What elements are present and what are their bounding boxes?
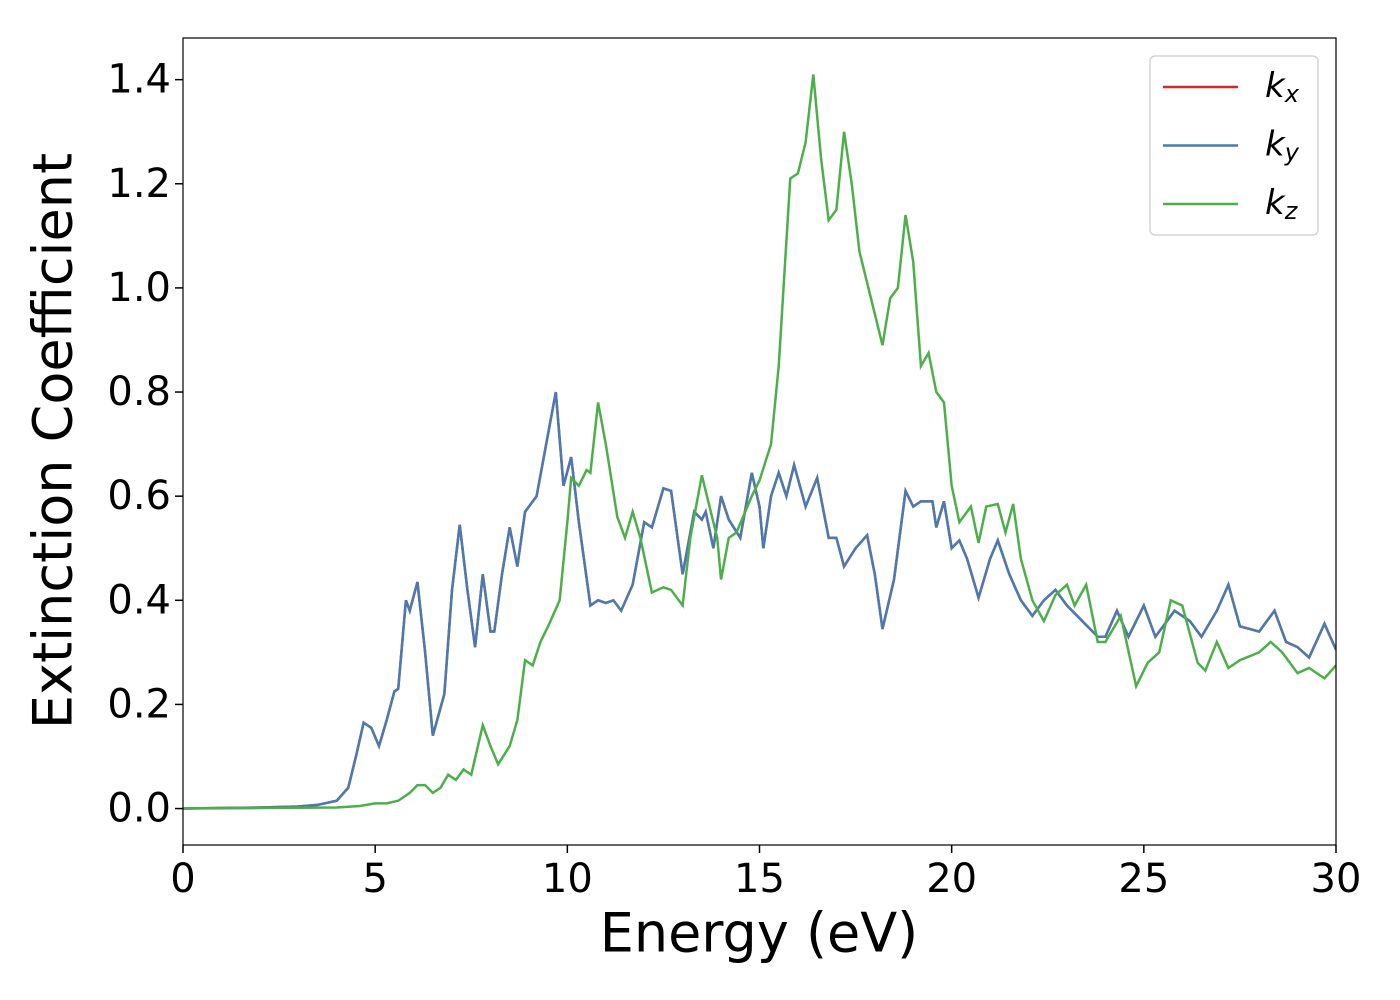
y-tick-label: 0.6: [107, 473, 171, 519]
plot-frame: [182, 37, 1337, 846]
x-tick-label: 5: [362, 856, 387, 902]
x-tick-label: 25: [1118, 856, 1169, 902]
x-tick-label: 30: [1311, 856, 1362, 902]
line: [183, 391, 1336, 810]
y-tick-label: 0.8: [107, 369, 171, 415]
line: [183, 74, 1336, 810]
y-tick-label: 1.2: [107, 161, 171, 207]
x-axis-label: Energy (eV): [600, 902, 919, 965]
legend-label: ky: [1265, 124, 1300, 167]
y-axis-label: Extinction Coefficient: [22, 153, 85, 729]
y-tick-label: 1.4: [107, 57, 171, 103]
line: [183, 391, 1336, 810]
y-tick-label: 0.0: [107, 786, 171, 832]
legend-label: kz: [1265, 183, 1299, 226]
x-tick-label: 15: [734, 856, 785, 902]
legend-label: kx: [1265, 66, 1300, 109]
x-tick-label: 10: [542, 856, 593, 902]
y-tick-label: 0.4: [107, 577, 171, 623]
y-tick-label: 1.0: [107, 265, 171, 311]
x-tick-label: 0: [170, 856, 195, 902]
y-tick-label: 0.2: [107, 681, 171, 727]
x-tick-label: 20: [926, 856, 977, 902]
